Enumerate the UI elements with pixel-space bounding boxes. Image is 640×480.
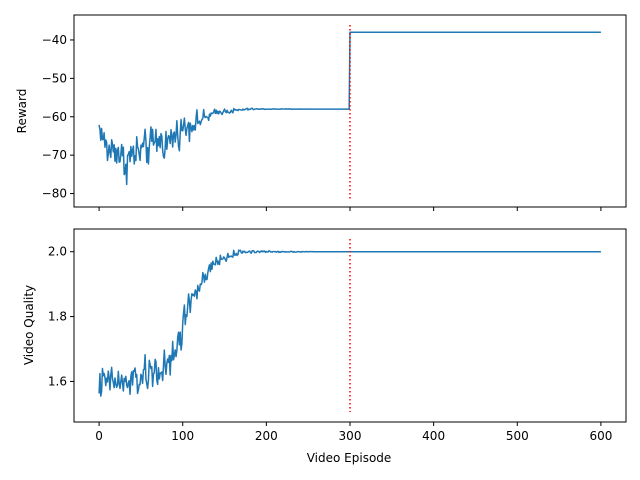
reward-ylabel: Reward	[15, 89, 29, 134]
video-quality-y-tick-label: 1.8	[48, 310, 67, 324]
reward-y-tick-label: −70	[42, 148, 67, 162]
video-quality-x-tick-label: 100	[171, 429, 194, 443]
reward-y-tick-label: −60	[42, 110, 67, 124]
video-quality-x-tick-label: 600	[589, 429, 612, 443]
reward-y-tick-label: −40	[42, 33, 67, 47]
video-quality-ticks: 0 100 200 300 400 500 600 1.6 1.8 2.0	[48, 245, 612, 443]
reward-subplot: −80 −70 −60 −50 −40 Reward	[15, 14, 627, 211]
reward-ticks: −80 −70 −60 −50 −40	[42, 33, 602, 211]
video-quality-y-tick-label: 1.6	[48, 374, 67, 388]
video-quality-x-tick-label: 200	[255, 429, 278, 443]
video-quality-x-tick-label: 300	[339, 429, 362, 443]
reward-y-tick-label: −80	[42, 187, 67, 201]
x-axis-label: Video Episode	[307, 451, 392, 465]
video-quality-subplot: 0 100 200 300 400 500 600 1.6 1.8 2.0 Video Quali…	[22, 228, 627, 443]
reward-line	[98, 31, 601, 186]
video-quality-y-tick-label: 2.0	[48, 245, 67, 259]
reward-series	[98, 31, 601, 186]
video-quality-ylabel: Video Quality	[22, 285, 36, 365]
reward-y-tick-label: −50	[42, 71, 67, 85]
video-quality-x-tick-label: 500	[506, 429, 529, 443]
video-quality-x-tick-label: 400	[422, 429, 445, 443]
video-quality-x-tick-label: 0	[95, 429, 103, 443]
